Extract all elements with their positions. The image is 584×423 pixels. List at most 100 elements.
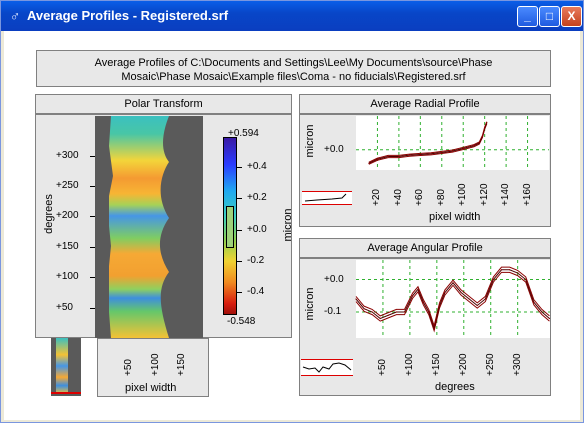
angular-data-point bbox=[417, 288, 419, 290]
angular-data-point bbox=[548, 317, 551, 320]
polar-ytick: +150 bbox=[56, 240, 79, 252]
colorbar-tick: -0.2 bbox=[247, 254, 265, 266]
radial-data-point bbox=[462, 147, 464, 149]
client-area: Average Profiles of C:\Documents and Set… bbox=[4, 31, 580, 420]
radial-data-point bbox=[473, 145, 475, 147]
radial-series-line bbox=[368, 123, 488, 165]
radial-plot[interactable] bbox=[356, 116, 549, 170]
radial-xtick: +100 bbox=[457, 183, 469, 206]
radial-data-point bbox=[441, 151, 443, 154]
angular-data-point bbox=[371, 311, 373, 313]
colorbar-tick: +0.4 bbox=[247, 161, 267, 173]
angular-data-point bbox=[452, 282, 454, 284]
polar-ytick: +50 bbox=[56, 301, 73, 313]
radial-xtick: +140 bbox=[500, 183, 512, 206]
polar-ytick-mark bbox=[90, 277, 95, 279]
angular-data-point bbox=[355, 298, 357, 300]
minimize-button[interactable]: _ bbox=[517, 6, 538, 27]
angular-data-point bbox=[379, 317, 381, 320]
angular-data-point bbox=[411, 295, 414, 297]
colorbar-tick: -0.4 bbox=[247, 285, 265, 297]
radial-xtick: +20 bbox=[371, 189, 383, 206]
polar-title: Polar Transform bbox=[35, 94, 292, 114]
radial-series-line bbox=[368, 121, 488, 163]
colorbar-tick-mark bbox=[237, 198, 242, 200]
file-header: Average Profiles of C:\Documents and Set… bbox=[36, 50, 551, 87]
radial-ylabel: micron bbox=[304, 124, 316, 158]
angular-data-point bbox=[533, 301, 535, 303]
angular-xtick: +50 bbox=[376, 359, 388, 376]
angular-ylabel: micron bbox=[304, 287, 316, 321]
polar-ytick-mark bbox=[90, 216, 95, 218]
radial-data-point bbox=[409, 154, 411, 156]
colorbar-tick-mark bbox=[237, 291, 242, 293]
radial-xtick: +120 bbox=[478, 183, 490, 206]
angular-series-line bbox=[355, 266, 550, 328]
polar-image[interactable] bbox=[95, 116, 203, 338]
radial-xlabel: pixel width bbox=[429, 211, 481, 223]
angular-data-point bbox=[541, 311, 543, 313]
colorbar[interactable] bbox=[223, 137, 237, 315]
angular-thumbnail[interactable] bbox=[301, 359, 353, 376]
radial-data-point bbox=[398, 155, 400, 158]
polar-ytick-mark bbox=[90, 307, 95, 309]
colorbar-min: -0.548 bbox=[227, 316, 256, 327]
radial-data-point bbox=[368, 162, 370, 164]
angular-data-point bbox=[395, 311, 398, 313]
radial-xtick: +160 bbox=[521, 183, 533, 206]
angular-xtick: +250 bbox=[484, 353, 496, 376]
radial-xtick: +80 bbox=[435, 189, 447, 206]
polar-xtick: +100 bbox=[149, 353, 161, 376]
colorbar-tick-mark bbox=[237, 167, 242, 169]
colorbar-max: +0.594 bbox=[228, 128, 259, 139]
angular-data-point bbox=[428, 311, 430, 313]
window-title: Average Profiles - Registered.srf bbox=[27, 8, 229, 23]
angular-data-point bbox=[508, 269, 511, 271]
angular-series-line bbox=[355, 271, 550, 333]
colorbar-tick-mark bbox=[237, 260, 242, 262]
angular-data-point bbox=[438, 304, 441, 307]
angular-xlabel: degrees bbox=[435, 381, 475, 393]
angular-data-point bbox=[444, 291, 446, 294]
maximize-button[interactable]: □ bbox=[539, 6, 560, 27]
polar-ytick-mark bbox=[90, 155, 95, 157]
radial-data-point bbox=[430, 153, 432, 155]
polar-xtick: +150 bbox=[176, 353, 188, 376]
radial-data-point bbox=[486, 122, 488, 124]
angular-xtick: +100 bbox=[403, 353, 415, 376]
polar-thumbnail[interactable] bbox=[51, 338, 81, 396]
angular-data-point bbox=[433, 327, 435, 329]
polar-ytick: +200 bbox=[56, 210, 79, 222]
radial-ytick: +0.0 bbox=[324, 143, 344, 155]
angular-plot[interactable] bbox=[355, 260, 551, 338]
radial-xtick: +60 bbox=[414, 189, 426, 206]
polar-ytick-mark bbox=[90, 246, 95, 248]
angular-data-point bbox=[517, 272, 519, 274]
angular-title: Average Angular Profile bbox=[299, 238, 551, 258]
radial-data-point bbox=[376, 158, 379, 160]
angular-data-point bbox=[363, 308, 365, 310]
file-path-line2: Mosaic\Phase Mosaic\Example files\Coma -… bbox=[121, 71, 466, 83]
close-button[interactable]: X bbox=[561, 6, 582, 27]
angular-ytick: -0.1 bbox=[324, 306, 342, 317]
angular-data-point bbox=[476, 304, 478, 307]
polar-ytick: +250 bbox=[56, 179, 79, 191]
polar-ytick: +300 bbox=[56, 149, 79, 161]
angular-xtick: +150 bbox=[430, 353, 442, 376]
radial-thumbnail[interactable] bbox=[302, 191, 352, 205]
radial-series-line bbox=[368, 122, 488, 164]
title-bar[interactable]: ♂ Average Profiles - Registered.srf _ □ … bbox=[1, 1, 583, 31]
polar-ytick: +100 bbox=[56, 271, 79, 283]
colorbar-tick: +0.0 bbox=[247, 223, 267, 235]
angular-data-point bbox=[387, 314, 389, 316]
file-path-line1: Average Profiles of C:\Documents and Set… bbox=[94, 57, 493, 69]
polar-ytick-mark bbox=[90, 185, 95, 187]
angular-xtick: +300 bbox=[511, 353, 523, 376]
angular-data-point bbox=[500, 269, 503, 271]
colorbar-unit: micron bbox=[282, 208, 294, 242]
angular-data-point bbox=[484, 298, 486, 300]
colorbar-tick: +0.2 bbox=[247, 192, 267, 204]
angular-xtick: +200 bbox=[457, 353, 469, 376]
app-icon: ♂ bbox=[9, 8, 21, 24]
